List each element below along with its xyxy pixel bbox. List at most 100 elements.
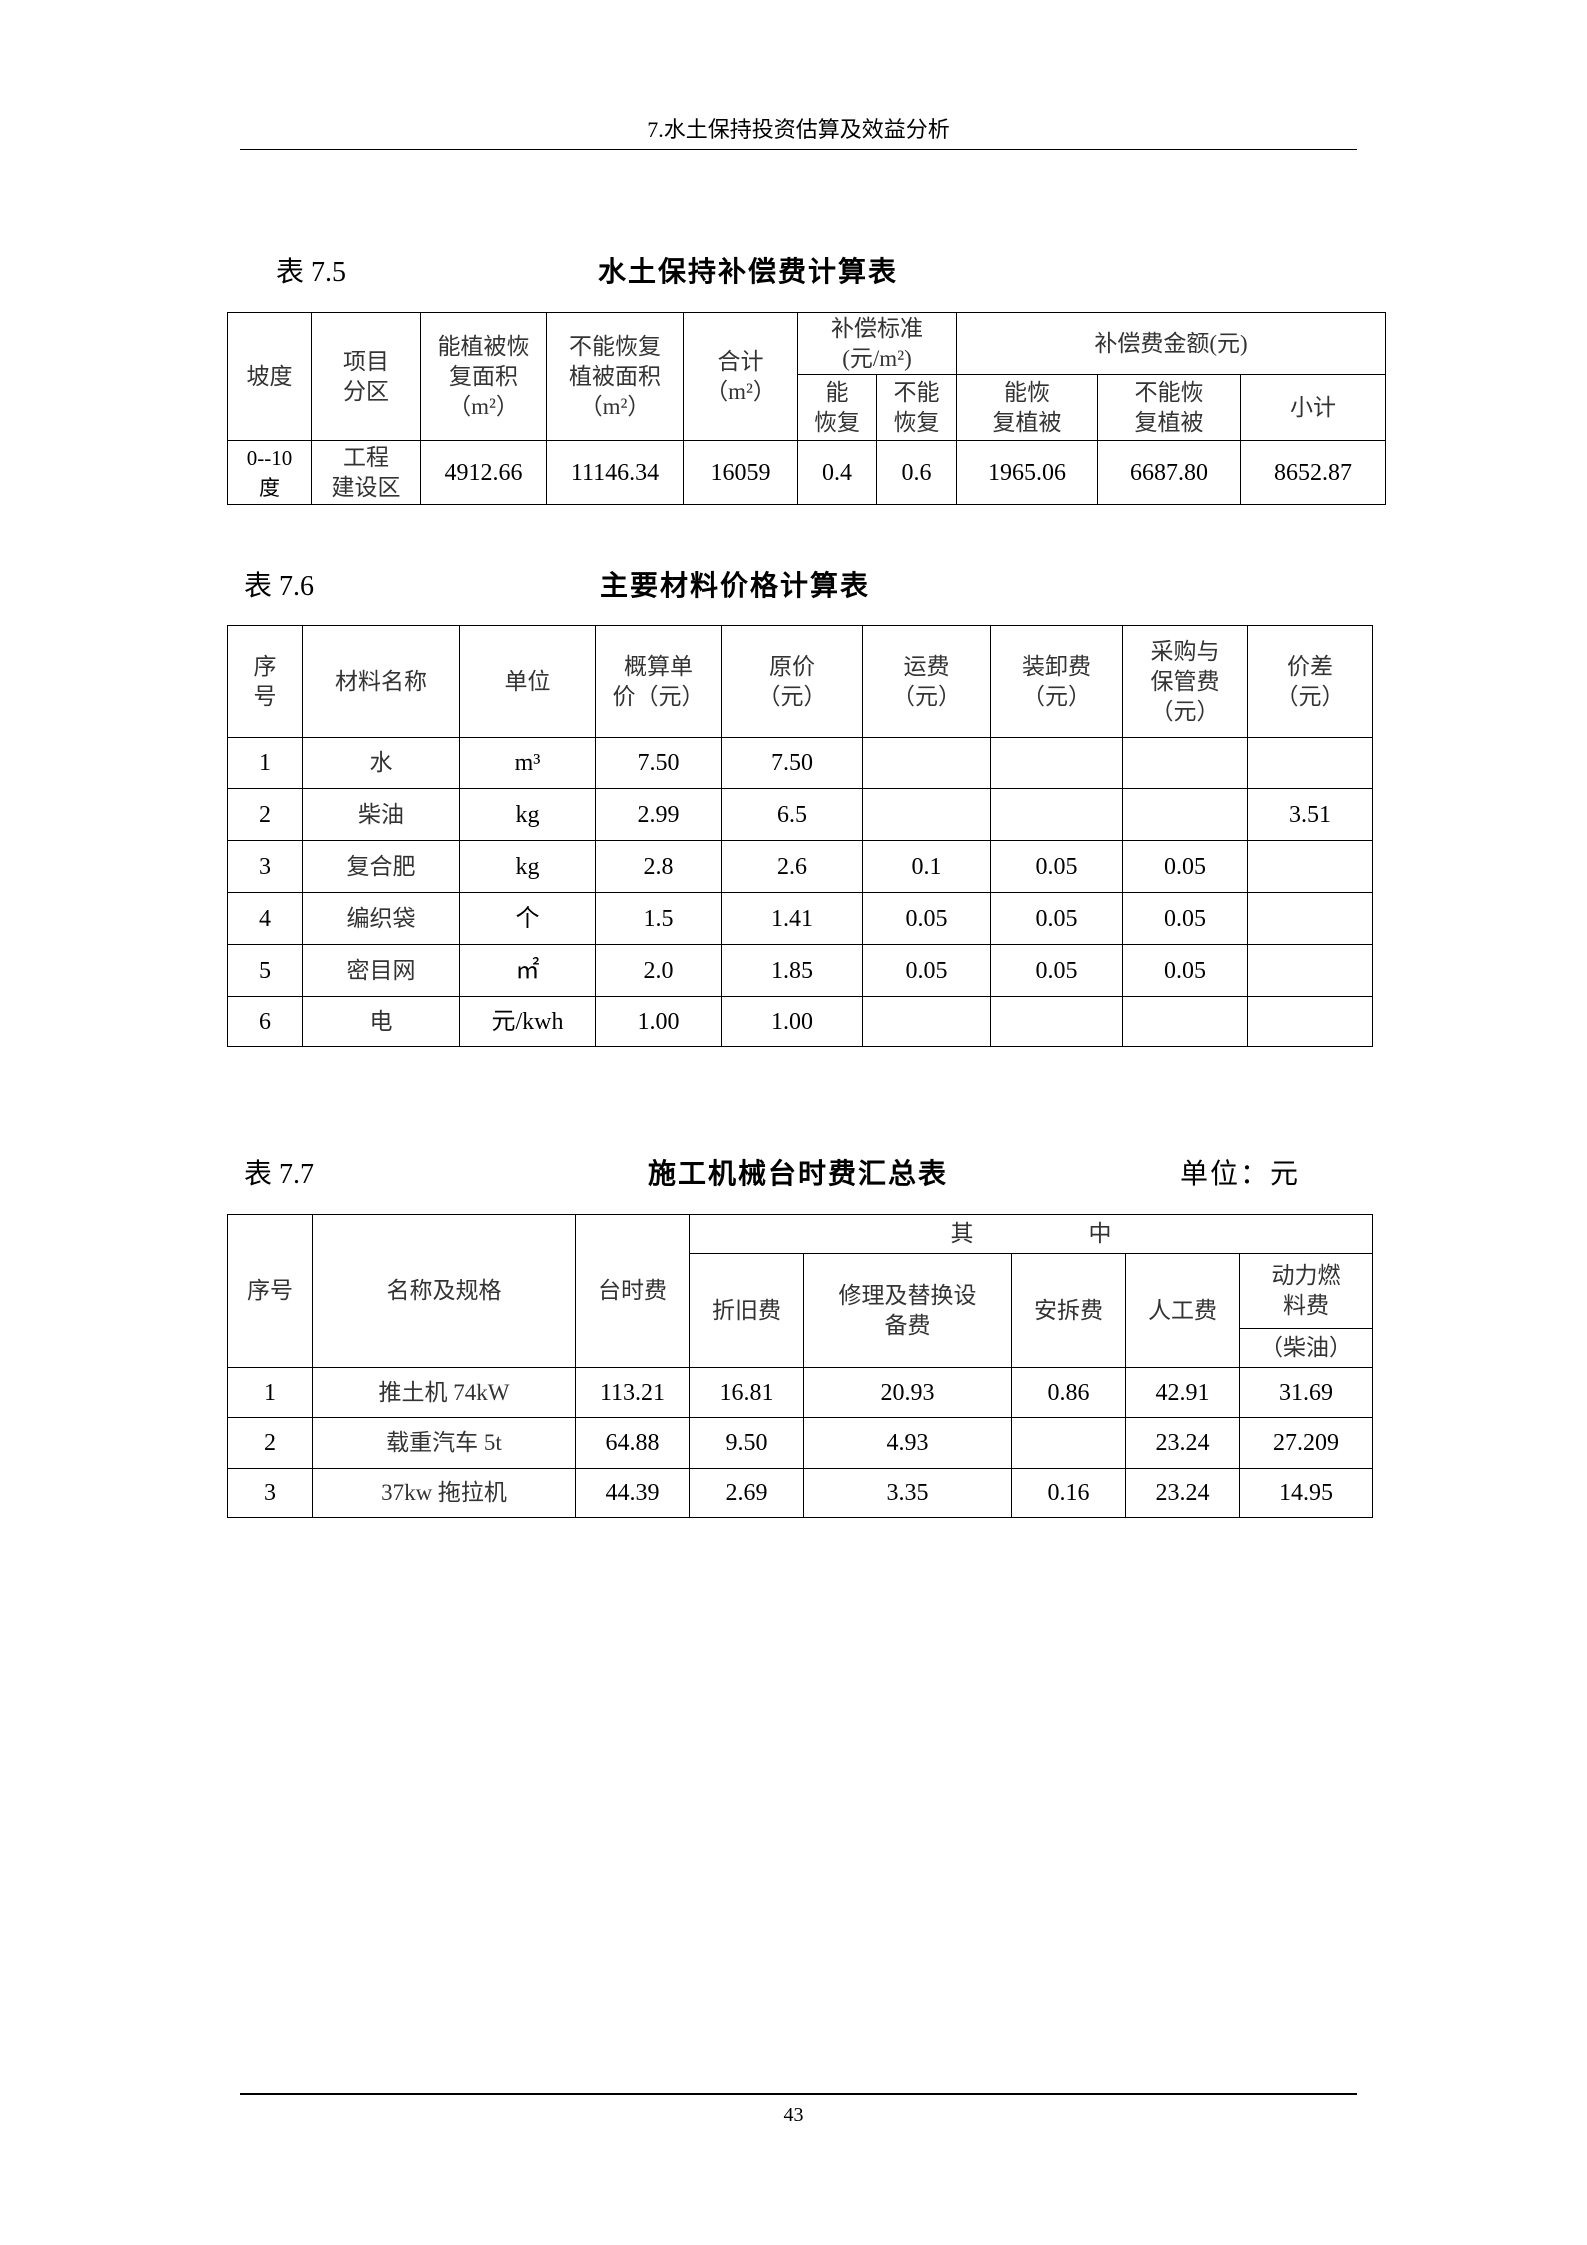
cell: 0.05 bbox=[862, 892, 991, 945]
cell: 密目网 bbox=[302, 944, 460, 997]
header-cell: 合计 （m²） bbox=[683, 312, 798, 441]
cell: 1.00 bbox=[721, 996, 863, 1047]
cell: ㎡ bbox=[459, 944, 596, 997]
cell: 5 bbox=[227, 944, 303, 997]
header-cell: 动力燃 料费 bbox=[1238, 1253, 1374, 1329]
header-cell: 单位 bbox=[459, 625, 596, 738]
cell bbox=[1122, 788, 1248, 841]
header-cell: 能植被恢 复面积 （m²） bbox=[420, 312, 547, 441]
cell: 2.6 bbox=[721, 840, 863, 893]
cell bbox=[1247, 944, 1373, 997]
table-row: 6 电元/kwh 1.00 1.00 bbox=[227, 996, 1373, 1047]
cell: 6.5 bbox=[721, 788, 863, 841]
cell bbox=[1247, 892, 1373, 945]
table-row: 4 编织袋个 1.5 1.41 0.05 0.05 0.05 bbox=[227, 892, 1373, 945]
header-cell: 修理及替换设 备费 bbox=[803, 1253, 1012, 1368]
header-cell: 概算单 价（元） bbox=[595, 625, 722, 738]
table-row: 1 推土机 74kW 113.21 16.81 20.93 0.86 42.91 31.69 bbox=[227, 1367, 1374, 1418]
header-cell: 坡度 bbox=[227, 312, 312, 441]
cell: 2 bbox=[227, 1417, 313, 1469]
cell: 0.05 bbox=[1122, 944, 1248, 997]
cell: 11146.34 bbox=[546, 440, 684, 505]
header-cell: 能 恢复 bbox=[797, 374, 877, 441]
cell: 0.05 bbox=[990, 892, 1123, 945]
cell: kg bbox=[459, 788, 596, 841]
cell: 0.05 bbox=[990, 840, 1123, 893]
header-cell: 台时费 bbox=[575, 1214, 690, 1368]
cell: 2.0 bbox=[595, 944, 722, 997]
page-number: 43 bbox=[783, 2104, 804, 2126]
header-cell: 采购与 保管费 （元） bbox=[1122, 625, 1248, 738]
header-cell: 小计 bbox=[1239, 374, 1387, 441]
cell bbox=[990, 996, 1123, 1047]
cell: 推土机 74kW bbox=[312, 1367, 576, 1418]
cell: 113.21 bbox=[575, 1367, 690, 1418]
table-7-6-title: 主要材料价格计算表 bbox=[600, 571, 871, 602]
cell: 工程 建设区 bbox=[311, 440, 421, 505]
cell: m³ bbox=[459, 737, 596, 789]
cell: 2.69 bbox=[689, 1468, 804, 1518]
table-row: 0--10 度 工程 建设区 4912.66 11146.34 16059 0.… bbox=[227, 440, 1387, 505]
table-7-7-title: 施工机械台时费汇总表 bbox=[648, 1159, 949, 1190]
header-cell: 人工费 bbox=[1125, 1253, 1240, 1368]
table-7-5-label: 表 7.5 bbox=[276, 257, 347, 288]
cell: 2.99 bbox=[595, 788, 722, 841]
cell bbox=[862, 996, 991, 1047]
cell: 0.86 bbox=[1011, 1367, 1126, 1418]
table-7-5: 坡度 项目 分区 能植被恢 复面积 （m²） 不能恢复 植被面积 （m²） 合计… bbox=[227, 312, 1387, 505]
cell: 4 bbox=[227, 892, 303, 945]
cell: 23.24 bbox=[1125, 1417, 1240, 1469]
header-cell: （柴油） bbox=[1238, 1328, 1374, 1368]
cell: 7.50 bbox=[595, 737, 722, 789]
cell: 23.24 bbox=[1125, 1468, 1240, 1518]
cell: 9.50 bbox=[689, 1417, 804, 1469]
table-7-7: 序号 名称及规格 台时费 其 中 折旧费 修理及替换设 备费 安拆费 人工费 动… bbox=[227, 1214, 1374, 1518]
header-cell: 其 中 bbox=[688, 1214, 1374, 1254]
cell: 3.35 bbox=[803, 1468, 1012, 1518]
cell: 6 bbox=[227, 996, 303, 1047]
cell: 0.4 bbox=[797, 440, 877, 505]
cell: 3.51 bbox=[1247, 788, 1373, 841]
cell: 4.93 bbox=[803, 1417, 1012, 1469]
unit-label: 单位：元 bbox=[1180, 1159, 1301, 1190]
cell bbox=[990, 737, 1123, 789]
header-cell: 补偿标准(元/m²) bbox=[797, 312, 957, 375]
cell: 个 bbox=[459, 892, 596, 945]
header-cell: 序 号 bbox=[227, 625, 303, 738]
table-7-5-title: 水土保持补偿费计算表 bbox=[598, 257, 899, 288]
cell: 1.00 bbox=[595, 996, 722, 1047]
header-cell: 不能恢 复植被 bbox=[1097, 374, 1241, 441]
table-7-7-label: 表 7.7 bbox=[244, 1159, 315, 1190]
cell: 电 bbox=[302, 996, 460, 1047]
cell: 元/kwh bbox=[459, 996, 596, 1047]
cell: 0.05 bbox=[862, 944, 991, 997]
cell: 42.91 bbox=[1125, 1367, 1240, 1418]
cell: 27.209 bbox=[1238, 1417, 1374, 1469]
cell: 1.5 bbox=[595, 892, 722, 945]
cell: 载重汽车 5t bbox=[312, 1417, 576, 1469]
cell: 31.69 bbox=[1238, 1367, 1374, 1418]
cell bbox=[1011, 1417, 1126, 1469]
cell: 0.05 bbox=[1122, 840, 1248, 893]
table-7-6: 序 号材料名称 单位 概算单 价（元） 原价 （元） 运费 （元） 装卸费 （元） 采购与 … bbox=[227, 625, 1373, 1047]
cell: 3 bbox=[227, 1468, 313, 1518]
cell bbox=[1122, 996, 1248, 1047]
table-7-6-label: 表 7.6 bbox=[244, 571, 315, 602]
table-row: 3 复合肥 kg 2.8 2.6 0.1 0.05 0.05 bbox=[227, 840, 1373, 893]
header-cell: 装卸费 （元） bbox=[990, 625, 1123, 738]
cell: 水 bbox=[302, 737, 460, 789]
table-row: 3 37kw 拖拉机 44.39 2.69 3.35 0.16 23.24 14.95 bbox=[227, 1468, 1374, 1518]
cell: 16059 bbox=[683, 440, 798, 505]
header-cell: 安拆费 bbox=[1011, 1253, 1126, 1368]
cell: 0.05 bbox=[990, 944, 1123, 997]
cell: 64.88 bbox=[575, 1417, 690, 1469]
header-cell: 原价 （元） bbox=[721, 625, 863, 738]
cell: 1.41 bbox=[721, 892, 863, 945]
cell: 2.8 bbox=[595, 840, 722, 893]
cell: kg bbox=[459, 840, 596, 893]
cell: 20.93 bbox=[803, 1367, 1012, 1418]
table-row: 2 载重汽车 5t 64.88 9.50 4.93 23.24 27.209 bbox=[227, 1417, 1374, 1469]
header-cell: 项目 分区 bbox=[311, 312, 421, 441]
header-cell: 补偿费金额(元) bbox=[955, 312, 1387, 375]
cell: 0--10 度 bbox=[227, 440, 312, 505]
